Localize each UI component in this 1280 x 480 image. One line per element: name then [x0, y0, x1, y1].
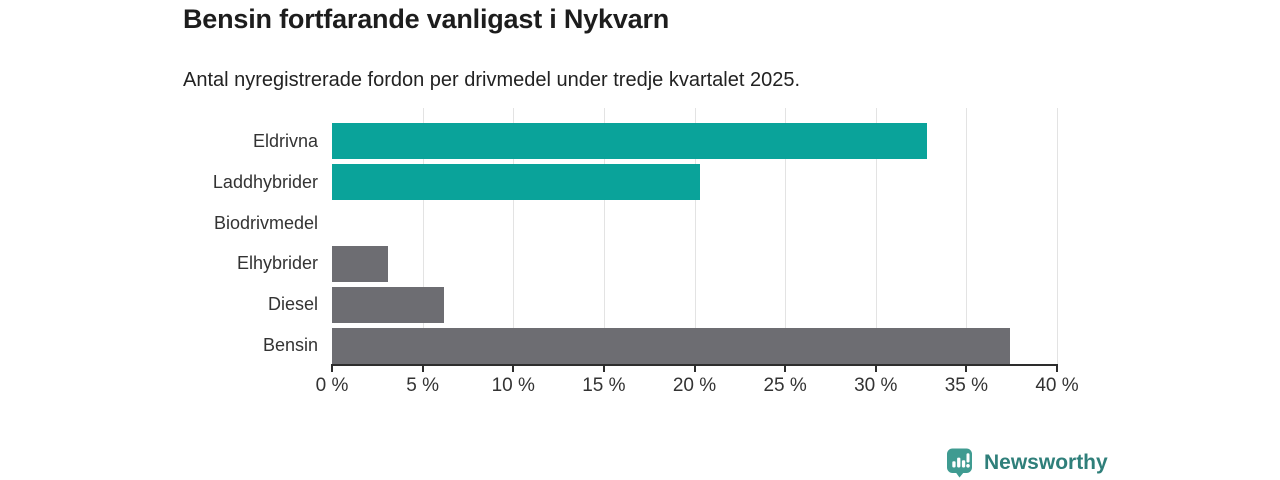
chart-subtitle: Antal nyregistrerade fordon per drivmede… — [183, 69, 801, 91]
gridline — [785, 108, 787, 364]
x-tick-label: 10 % — [491, 375, 535, 396]
x-tick-label: 0 % — [315, 375, 349, 396]
gridline — [694, 108, 696, 364]
x-tick-label: 30 % — [854, 375, 898, 396]
category-labels: Eldrivna Laddhybrider Biodrivmedel Elhybrid… — [150, 121, 318, 366]
x-tick-label: 20 % — [672, 375, 717, 396]
x-tick — [512, 364, 515, 372]
category-label: Laddhybrider — [212, 171, 318, 192]
bars-container — [332, 121, 1057, 366]
gridline — [875, 108, 877, 364]
bar-row — [332, 121, 1057, 162]
bar-diesel — [332, 286, 445, 323]
gridline — [1057, 108, 1058, 364]
x-tick-label: 5 % — [406, 375, 439, 396]
x-tick-label: 25 % — [763, 375, 807, 396]
x-tick-label: 40 % — [1035, 375, 1079, 396]
x-tick — [874, 364, 877, 372]
bar-eldrivna — [332, 123, 927, 160]
category-label: Bensin — [262, 335, 318, 356]
bar-bensin — [332, 327, 1010, 364]
bar-row — [332, 243, 1057, 284]
gridline — [513, 108, 515, 364]
x-tick — [421, 364, 424, 372]
gridline — [966, 108, 968, 364]
x-tick — [784, 364, 787, 372]
gridline — [603, 108, 605, 364]
x-tick — [331, 364, 333, 372]
bar-row — [332, 325, 1057, 366]
chart-title: Bensin fortfarande vanligast i Nykvarn — [183, 4, 670, 34]
bar-laddhybrider — [332, 164, 700, 201]
x-tick-label: 15 % — [582, 375, 626, 396]
category-label: Diesel — [267, 294, 318, 315]
category-label: Eldrivna — [252, 130, 318, 151]
x-tick — [602, 364, 605, 372]
category-label: Elhybrider — [236, 253, 318, 274]
bar-row — [332, 162, 1057, 203]
bar-row — [332, 203, 1057, 244]
x-tick-label: 35 % — [944, 375, 989, 396]
x-tick — [1056, 364, 1058, 372]
gridline — [422, 108, 424, 364]
chart-plot: 0 % 5 % 10 % 15 % 20 % 25 % 30 % 35 % 40 % — [316, 108, 1079, 396]
x-tick — [693, 364, 696, 372]
category-label: Biodrivmedel — [213, 212, 318, 233]
brand-logo: Newsworthy — [946, 448, 1108, 478]
bar-row — [332, 284, 1057, 325]
x-tick — [965, 364, 968, 372]
bar-elhybrider — [332, 245, 389, 282]
newsworthy-icon — [947, 448, 972, 478]
brand-name: Newsworthy — [984, 451, 1108, 474]
